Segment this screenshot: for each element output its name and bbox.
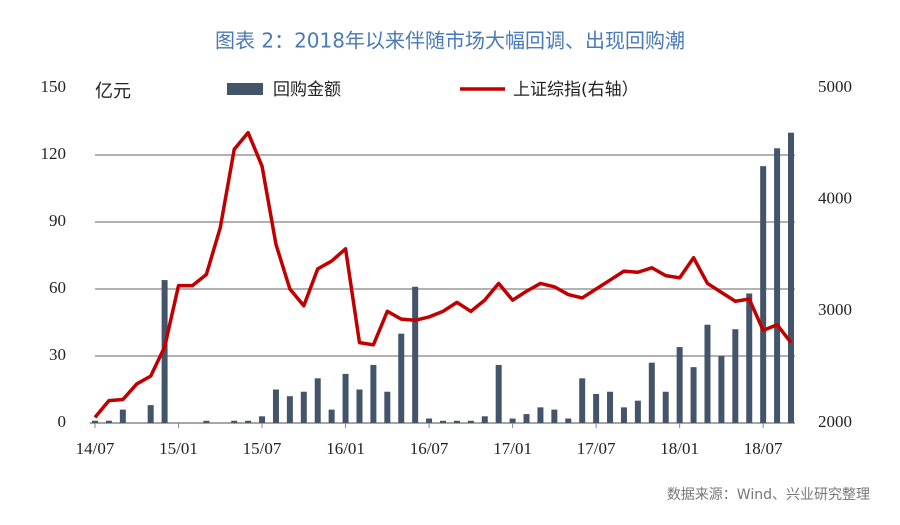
bar	[398, 333, 405, 423]
bar	[718, 356, 725, 423]
bar	[565, 418, 572, 423]
y-tick-label: 150	[41, 77, 67, 96]
x-tick-label: 15/01	[159, 439, 198, 458]
y-tick-label: 60	[49, 278, 66, 297]
y-tick-label: 30	[49, 345, 66, 364]
y2-tick-label: 3000	[818, 300, 852, 319]
bar	[648, 362, 655, 423]
bar	[342, 373, 349, 423]
bar	[551, 409, 558, 423]
bar	[286, 396, 293, 423]
source-note: 数据来源：Wind、兴业研究整理	[667, 487, 870, 503]
bar	[314, 378, 321, 423]
bar	[259, 416, 266, 423]
x-tick-label: 18/07	[744, 439, 783, 458]
bar	[634, 400, 641, 423]
y2-tick-label: 4000	[818, 189, 852, 208]
x-tick-label: 18/01	[660, 439, 699, 458]
bar	[537, 407, 544, 423]
bar	[105, 420, 112, 423]
y2-tick-label: 5000	[818, 77, 852, 96]
bar	[328, 409, 335, 423]
bar	[481, 416, 488, 423]
bar	[384, 391, 391, 423]
bar	[412, 286, 419, 423]
bar	[774, 148, 781, 424]
bar	[92, 420, 98, 423]
bar	[579, 378, 586, 423]
bar	[300, 391, 307, 423]
bar	[453, 420, 460, 423]
bar	[523, 414, 530, 423]
bar	[704, 324, 711, 423]
bar	[440, 420, 446, 423]
index-line	[93, 130, 793, 419]
y-tick-label: 0	[58, 412, 67, 431]
bar	[620, 407, 627, 423]
bar	[467, 420, 474, 423]
bar	[760, 166, 767, 423]
bar	[272, 389, 279, 423]
bar	[509, 418, 516, 423]
legend-label: 回购金额	[273, 80, 341, 100]
bar	[356, 389, 363, 423]
bar	[788, 132, 794, 423]
x-tick-label: 16/01	[326, 439, 365, 458]
x-tick-label: 17/07	[577, 439, 616, 458]
bar	[662, 391, 669, 423]
y-tick-label: 120	[41, 144, 67, 163]
bar	[119, 409, 126, 423]
legend-label: 上证综指(右轴）	[513, 80, 639, 100]
bar	[495, 364, 502, 423]
bar	[370, 364, 377, 423]
bar	[746, 293, 753, 423]
bar	[245, 420, 252, 423]
x-tick-label: 17/01	[493, 439, 532, 458]
bar	[203, 420, 210, 423]
y-tick-label: 90	[49, 211, 66, 230]
x-tick-label: 14/07	[76, 439, 115, 458]
bar	[426, 418, 433, 423]
legend-swatch	[227, 83, 263, 95]
chart-title: 图表 2：2018年以来伴随市场大幅回调、出现回购潮	[215, 29, 685, 53]
bar	[161, 280, 168, 423]
bar	[732, 329, 739, 423]
bar	[676, 347, 683, 423]
y-axis-unit: 亿元	[95, 81, 131, 102]
x-tick-label: 15/07	[243, 439, 282, 458]
y2-tick-label: 2000	[818, 412, 852, 431]
x-tick-label: 16/07	[410, 439, 449, 458]
bar	[147, 405, 154, 423]
bar	[593, 393, 600, 423]
bar	[231, 420, 238, 423]
bar	[607, 391, 614, 423]
bar	[690, 367, 697, 423]
